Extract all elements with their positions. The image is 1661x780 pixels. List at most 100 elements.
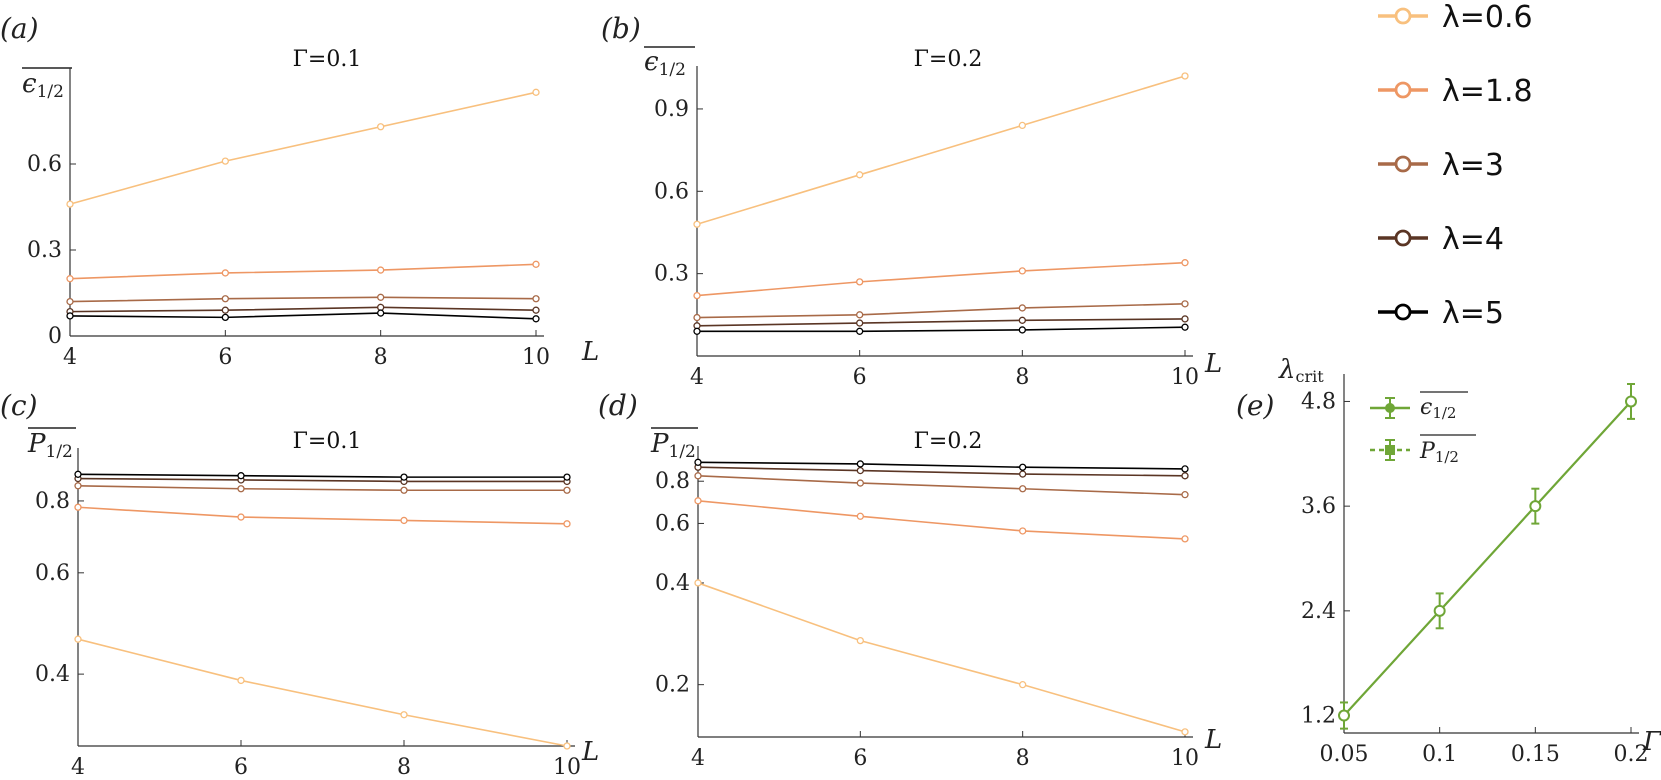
panel-a-xtick-label: 4 bbox=[63, 345, 77, 370]
panel-d-data-point bbox=[856, 466, 864, 475]
panel-d-series-line bbox=[697, 582, 1186, 733]
panel-d-series-line bbox=[697, 466, 1186, 477]
panel-a-xtick-label: 6 bbox=[218, 345, 232, 370]
panel-b-series-line bbox=[697, 326, 1186, 333]
legend-label: λ=0.6 bbox=[1442, 0, 1533, 35]
panel-a-xlabel: L bbox=[581, 337, 599, 367]
plot-e: 0.05 0.1 0.15 0.2 1.2 2.4 3.6 4.8 bbox=[1301, 374, 1649, 767]
panel-d-series-line bbox=[697, 461, 1186, 470]
panel-d-ytick-label: 0.6 bbox=[655, 511, 690, 536]
panel-c-ytick-label: 0.8 bbox=[35, 489, 70, 514]
panel-a-series-line bbox=[69, 296, 537, 303]
panel-d-title: Γ=0.2 bbox=[914, 429, 983, 454]
panel-d-data-point bbox=[1181, 472, 1189, 480]
panel-a-series-line bbox=[69, 263, 537, 280]
panel-a-data-point bbox=[532, 315, 540, 323]
panel-e-data-point bbox=[1529, 500, 1542, 513]
panel-c-series-line bbox=[77, 473, 567, 478]
panel-b-data-point bbox=[1181, 300, 1189, 308]
panel-e-data-point bbox=[1433, 604, 1446, 617]
panel-c-ytick-label: 0.6 bbox=[35, 561, 70, 586]
panel-b-data-point bbox=[693, 313, 701, 322]
panel-a-series-line bbox=[69, 91, 537, 205]
panel-d-data-point bbox=[856, 636, 864, 645]
panel-tag-d: (d) bbox=[598, 389, 638, 422]
panel-b-data-point bbox=[1018, 326, 1026, 334]
panel-d-ytick-label: 0.2 bbox=[655, 673, 690, 698]
svg-text:P1/2: P1/2 bbox=[650, 429, 696, 462]
panel-c-data-point bbox=[74, 503, 82, 511]
panel-d-data-point bbox=[1181, 728, 1189, 736]
panel-d-data-point bbox=[1019, 681, 1027, 689]
panel-a-ytick-label: 0.6 bbox=[27, 152, 62, 177]
panel-a-data-point bbox=[221, 157, 229, 165]
panel-d-data-point bbox=[856, 460, 864, 468]
panel-d-data-point bbox=[694, 497, 702, 505]
panel-c-series-line bbox=[77, 484, 567, 492]
plot-c: 4 6 8 10 0.4 0.6 0.8 bbox=[35, 448, 581, 780]
panel-d-ytick-label: 0.4 bbox=[655, 571, 690, 596]
panel-b-data-point bbox=[1181, 315, 1189, 323]
panel-c-xtick-label: 10 bbox=[553, 755, 581, 780]
panel-a-data-point bbox=[66, 312, 74, 320]
panel-b-data-point bbox=[693, 220, 701, 228]
panel-a-data-point bbox=[377, 123, 385, 131]
panel-c-xtick-label: 8 bbox=[397, 755, 411, 780]
panel-b-xtick-label: 10 bbox=[1171, 365, 1199, 390]
panel-a-ytick-label: 0.3 bbox=[27, 238, 62, 263]
panel-b-series-line bbox=[696, 75, 1186, 226]
panel-a-ylabel: ϵ1/2 bbox=[22, 67, 72, 102]
panel-tag-a: (a) bbox=[0, 12, 39, 45]
legend: λ=0.6 λ=1.8 λ=3 λ=4 λ=5 bbox=[1378, 0, 1533, 331]
panel-d-data-point bbox=[1019, 527, 1027, 535]
panel-tag-e: (e) bbox=[1236, 389, 1274, 422]
plot-b: 4 6 8 10 0.3 0.6 0.9 bbox=[654, 66, 1199, 390]
panel-a-xtick-label: 8 bbox=[374, 345, 388, 370]
panel-c-data-point bbox=[563, 486, 571, 494]
panel-c-data-point bbox=[400, 486, 408, 494]
panel-b-xtick-label: 6 bbox=[853, 365, 867, 390]
panel-e-xlabel: Γ bbox=[1642, 727, 1661, 757]
panel-d-data-point bbox=[694, 472, 702, 480]
panel-a-data-point bbox=[66, 297, 74, 306]
panel-b-series-line bbox=[696, 303, 1186, 319]
panel-b-series-line bbox=[696, 318, 1186, 327]
panel-a-ytick-label: 0 bbox=[48, 324, 62, 349]
panel-e-ytick-label: 1.2 bbox=[1301, 704, 1336, 729]
plot-d: 4 6 8 10 0.2 0.4 0.6 0.8 bbox=[655, 446, 1199, 771]
panel-c-xlabel: L bbox=[581, 737, 599, 767]
panel-b-data-point bbox=[856, 327, 864, 335]
panel-a-data-point bbox=[532, 88, 540, 96]
panel-b-xlabel: L bbox=[1204, 349, 1222, 379]
panel-d-series-line bbox=[697, 475, 1186, 496]
panel-d-data-point bbox=[1019, 485, 1027, 493]
panel-d-data-point bbox=[1181, 535, 1189, 543]
panel-b-data-point bbox=[693, 291, 701, 300]
panel-b-ytick-label: 0.3 bbox=[654, 262, 689, 287]
panel-c-ytick-label: 0.4 bbox=[35, 662, 70, 687]
panel-e-xtick-label: 0.15 bbox=[1511, 742, 1560, 767]
panel-a-data-point bbox=[377, 266, 385, 274]
panel-c-data-point bbox=[237, 485, 245, 493]
legend-label: λ=3 bbox=[1442, 148, 1504, 183]
panel-e-legend-eps: ϵ1/2 bbox=[1370, 391, 1468, 422]
panel-e-xtick-label: 0.2 bbox=[1614, 742, 1649, 767]
panel-c-ylabel: P1/2 bbox=[27, 427, 76, 462]
panel-a-data-point bbox=[66, 200, 74, 208]
svg-text:ϵ1/2: ϵ1/2 bbox=[22, 69, 64, 102]
svg-text:ϵ1/2: ϵ1/2 bbox=[644, 47, 686, 80]
panel-a-data-point bbox=[66, 275, 74, 283]
panel-a-title: Γ=0.1 bbox=[293, 47, 362, 72]
panel-e-ytick-label: 2.4 bbox=[1301, 599, 1336, 624]
panel-c-data-point bbox=[400, 711, 408, 719]
panel-d-ytick-label: 0.8 bbox=[655, 469, 690, 494]
panel-a-data-point bbox=[221, 269, 229, 277]
panel-b-title: Γ=0.2 bbox=[914, 47, 983, 72]
panel-tag-b: (b) bbox=[601, 12, 641, 45]
panel-a-data-point bbox=[532, 306, 540, 314]
panel-a-data-point bbox=[221, 306, 229, 314]
panel-d-data-point bbox=[694, 458, 702, 466]
panel-c-data-point bbox=[74, 635, 82, 643]
panel-a-data-point bbox=[377, 293, 385, 301]
panel-b-data-point bbox=[1018, 316, 1026, 324]
